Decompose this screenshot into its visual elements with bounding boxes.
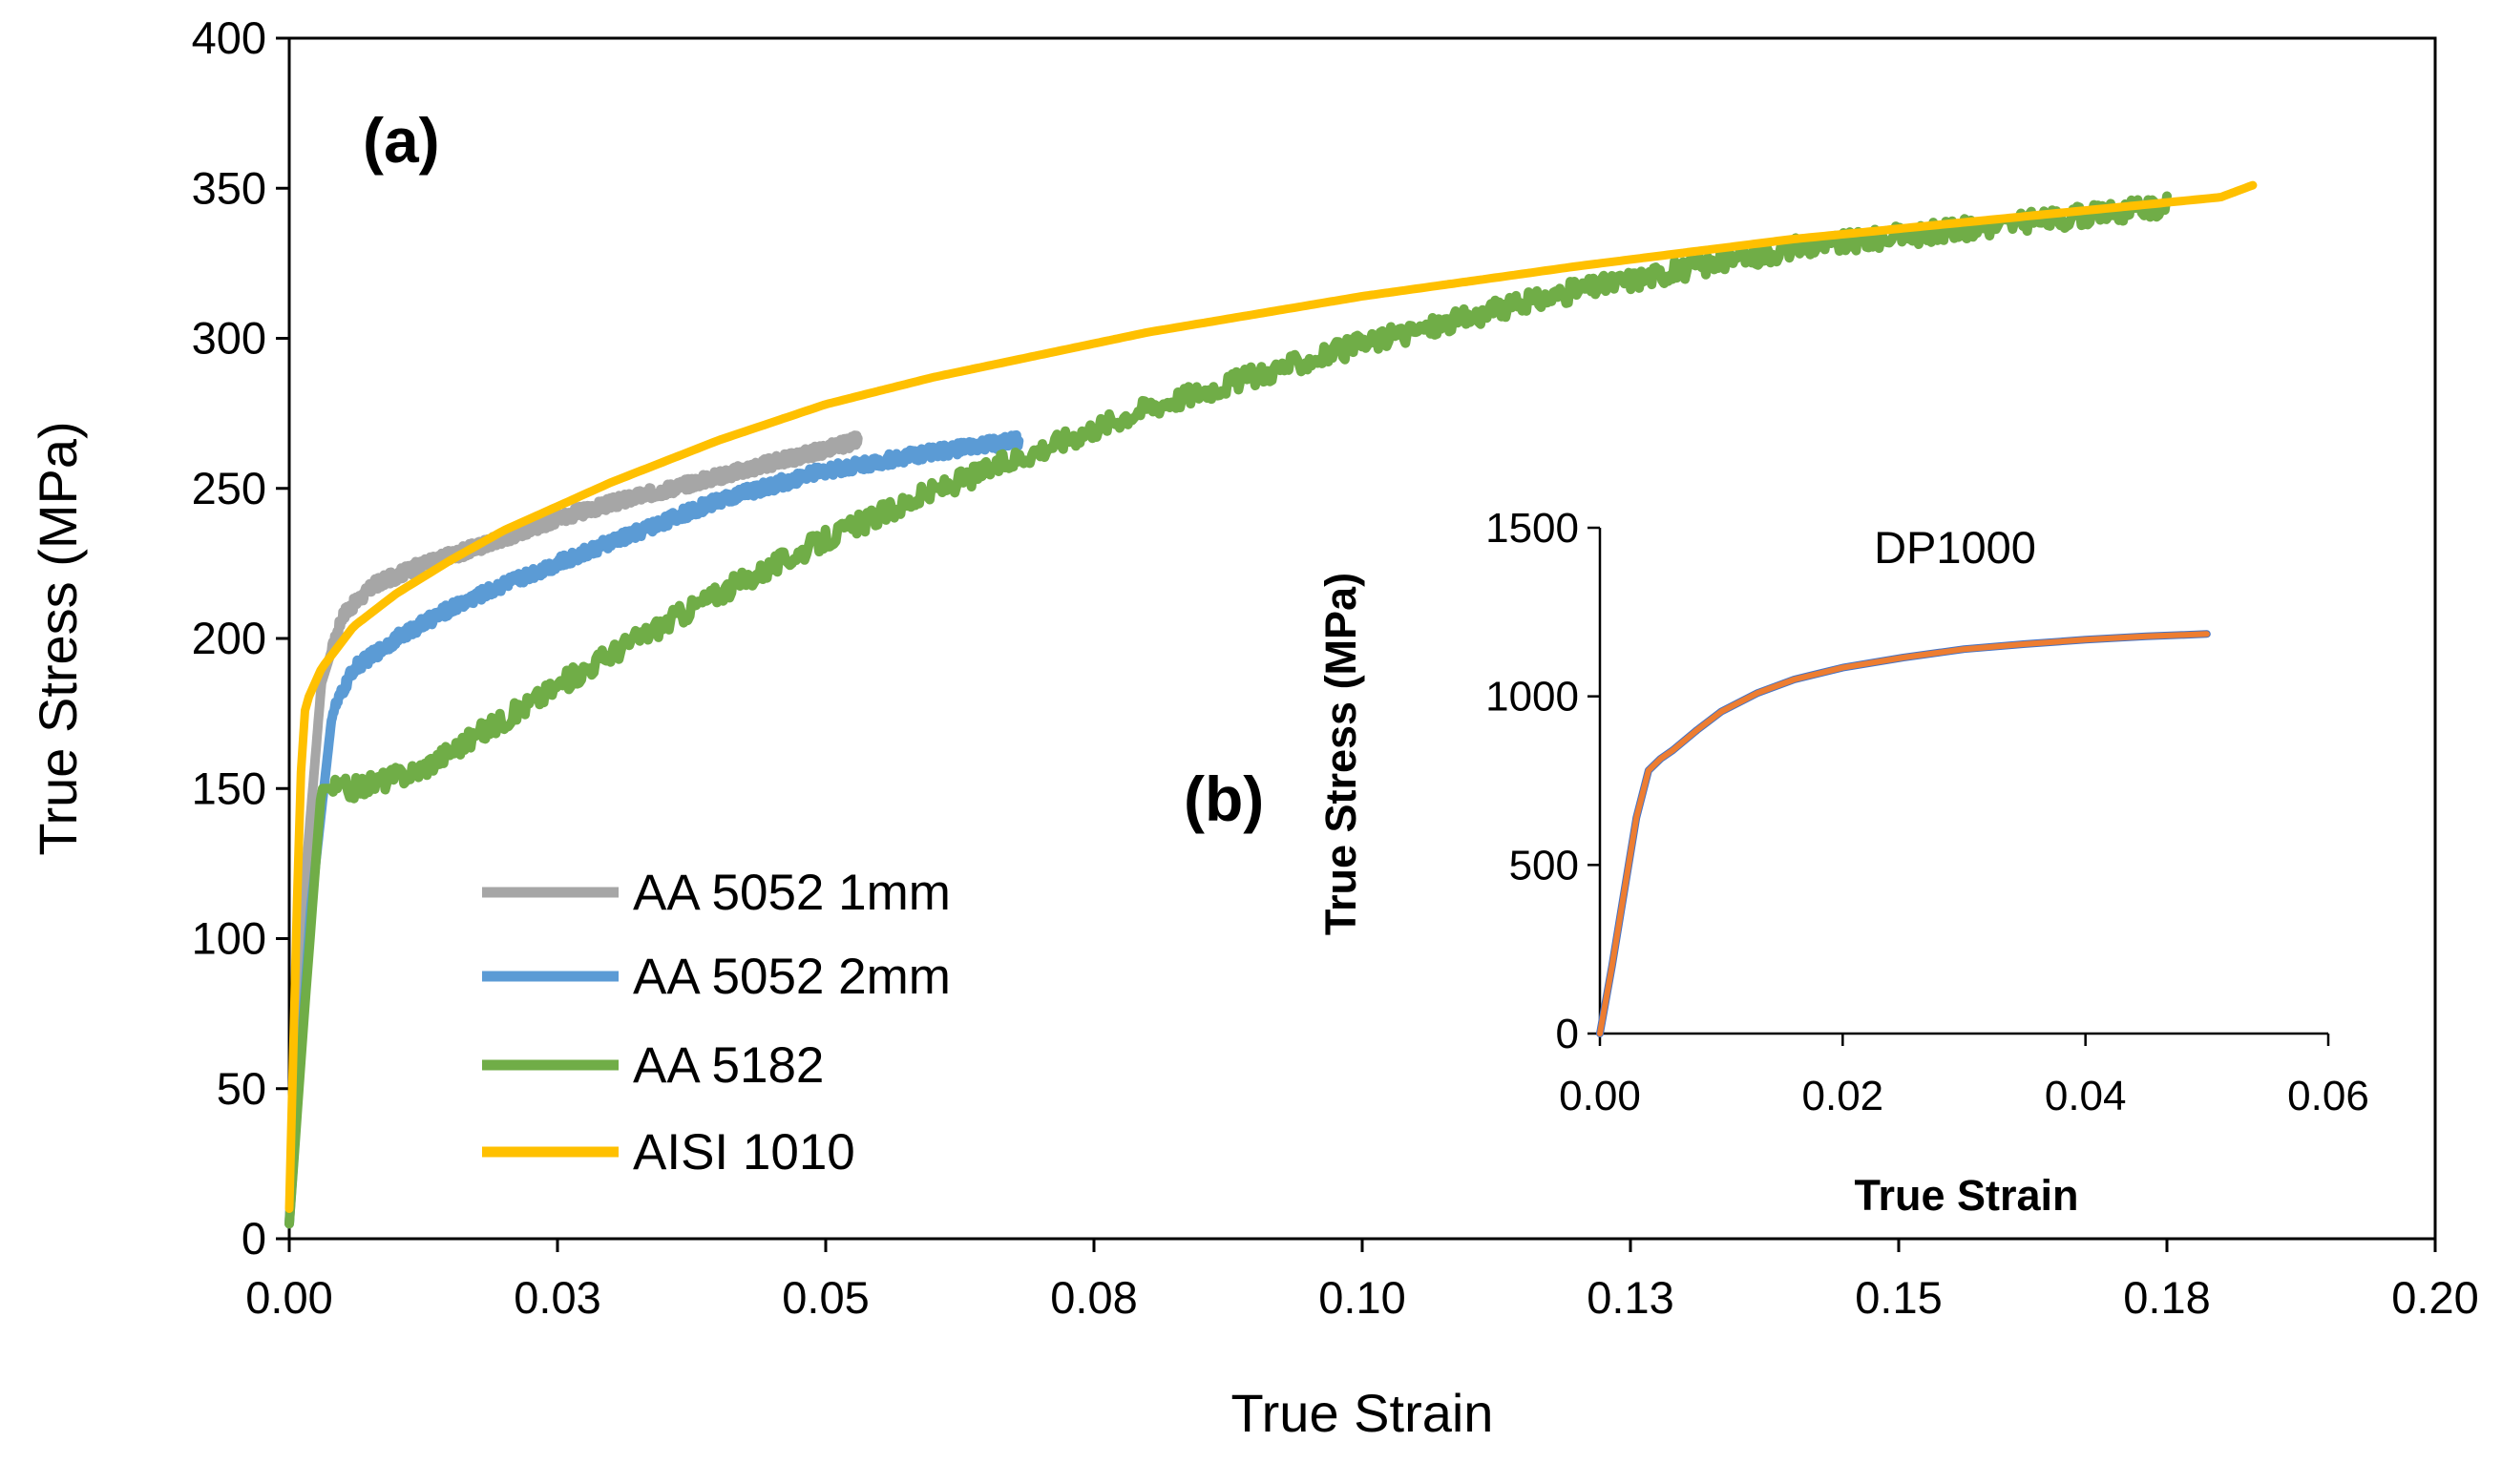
inset-x-tick-label: 0.06	[2287, 1073, 2369, 1119]
legend-label-aisi1010: AISI 1010	[633, 1124, 855, 1181]
panel-label-b: (b)	[1184, 763, 1264, 834]
legend-label-aa5182: AA 5182	[633, 1037, 824, 1094]
inset-title: DP1000	[1874, 522, 2036, 573]
main-y-tick-label: 0	[242, 1213, 266, 1264]
main-x-tick-label: 0.20	[2391, 1272, 2478, 1323]
main-x-tick-label: 0.08	[1050, 1272, 1137, 1323]
inset-axes: 0 500 1000 1500 0.00 0.02 0.04 0.06	[1485, 505, 2369, 1119]
main-x-tick-label: 0.05	[782, 1272, 869, 1323]
inset-x-tick-label: 0.02	[1802, 1073, 1884, 1119]
main-x-tick-label: 0.10	[1318, 1272, 1405, 1323]
main-x-axis-title: True Strain	[1231, 1383, 1494, 1443]
series-line-aisi-1010	[284, 180, 2258, 1213]
main-series-group	[284, 180, 2258, 1229]
main-y-tick-label: 250	[192, 463, 266, 513]
main-x-tick-label: 0.13	[1587, 1272, 1673, 1323]
inset-series-group	[1596, 630, 2211, 1037]
series-line-aa-5052-2mm	[284, 429, 1024, 1229]
main-y-tick-label: 100	[192, 913, 266, 964]
inset-y-tick-label: 0	[1556, 1011, 1579, 1057]
series-line-aa-5182	[284, 191, 2172, 1229]
main-x-tick-label: 0.18	[2123, 1272, 2210, 1323]
inset-x-tick-label: 0.00	[1559, 1073, 1641, 1119]
inset-y-tick-label: 1500	[1485, 505, 1579, 552]
inset-y-tick-label: 500	[1509, 842, 1579, 888]
inset-series-line-dp1000-fit	[1597, 631, 2210, 1036]
series-line-aa-5052-1mm	[284, 430, 863, 1229]
main-x-tick-label: 0.00	[245, 1272, 332, 1323]
main-y-tick-label: 150	[192, 763, 266, 813]
main-y-tick-label: 200	[192, 613, 266, 663]
main-x-tick-label: 0.03	[514, 1272, 600, 1323]
main-y-tick-label: 400	[192, 12, 266, 63]
inset-x-tick-label: 0.04	[2045, 1073, 2127, 1119]
main-x-tick-label: 0.15	[1855, 1272, 1942, 1323]
main-x-axis: 0.00 0.03 0.05 0.08 0.10 0.13 0.15 0.18 0.20	[245, 1239, 2479, 1323]
inset-x-axis-title: True Strain	[1854, 1171, 2078, 1220]
legend: AA 5052 1mm AA 5052 2mm AA 5182 AISI 101…	[482, 865, 951, 1181]
main-y-tick-label: 300	[192, 313, 266, 364]
main-y-tick-label: 50	[217, 1063, 266, 1114]
inset-y-axis-title: True Stress (MPa)	[1316, 573, 1365, 935]
main-y-axis: 0 50 100 150 200 250 300 350 400	[192, 12, 289, 1264]
legend-label-aa5052-2mm: AA 5052 2mm	[633, 949, 951, 1005]
legend-label-aa5052-1mm: AA 5052 1mm	[633, 865, 951, 921]
main-y-axis-title: True Stress (MPa)	[28, 421, 88, 855]
panel-label-a: (a)	[363, 105, 440, 176]
inset-y-tick-label: 1000	[1485, 674, 1579, 721]
main-y-tick-label: 350	[192, 162, 266, 213]
